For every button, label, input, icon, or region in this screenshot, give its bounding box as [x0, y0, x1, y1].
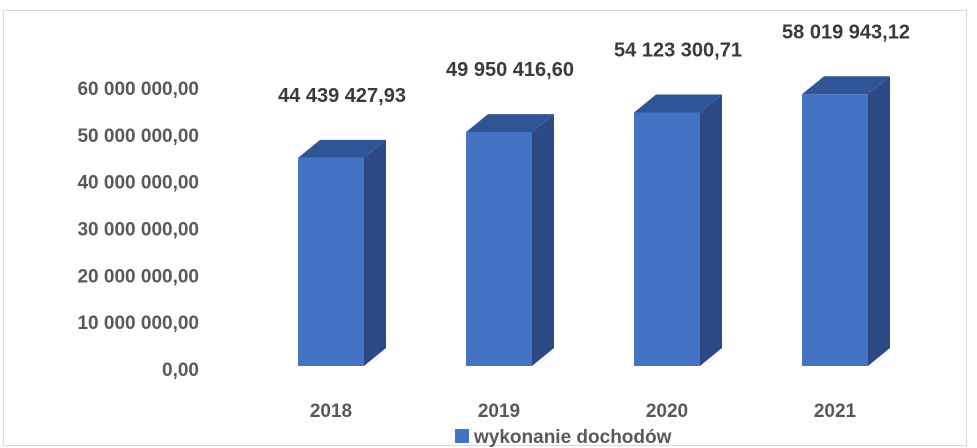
bar-side — [532, 114, 554, 366]
bar-front — [298, 157, 364, 366]
data-label: 44 439 427,93 — [278, 85, 406, 107]
data-label: 58 019 943,12 — [782, 21, 910, 43]
data-labels: 44 439 427,93 49 950 416,60 54 123 300,71 5… — [278, 21, 910, 107]
x-tick-label: 2020 — [646, 401, 688, 422]
bar-side — [364, 139, 386, 366]
legend-swatch — [455, 429, 469, 443]
x-tick-label: 2021 — [814, 401, 857, 422]
bar-top — [466, 114, 554, 133]
x-tick-label: 2019 — [478, 401, 520, 422]
bar-top — [298, 139, 386, 158]
x-tick-label: 2018 — [310, 401, 352, 422]
y-tick-label: 20 000 000,00 — [77, 266, 199, 287]
y-tick-label: 10 000 000,00 — [77, 313, 199, 334]
bar-front — [802, 94, 868, 367]
bar — [802, 76, 890, 367]
y-tick-label: 40 000 000,00 — [77, 173, 199, 194]
legend: wykonanie dochodów — [455, 427, 672, 447]
y-tick-label: 30 000 000,00 — [77, 220, 199, 241]
bar-top — [634, 94, 722, 113]
bar-front — [466, 132, 532, 366]
data-label: 49 950 416,60 — [446, 59, 574, 81]
y-tick-label: 50 000 000,00 — [77, 126, 199, 147]
bar — [466, 114, 554, 366]
legend-label: wykonanie dochodów — [473, 427, 672, 447]
bar-front — [634, 112, 700, 366]
bar — [634, 94, 722, 366]
chart-frame: 0,00 10 000 000,00 20 000 000,00 30 000 000… — [3, 10, 967, 447]
bar — [298, 139, 386, 366]
data-label: 54 123 300,71 — [614, 40, 742, 62]
bar-chart: 0,00 10 000 000,00 20 000 000,00 30 000 000… — [77, 21, 910, 447]
bar-side — [700, 94, 722, 366]
bar-series — [298, 76, 890, 367]
y-tick-label: 0,00 — [162, 360, 199, 381]
y-tick-label: 60 000 000,00 — [77, 79, 199, 100]
bar-top — [802, 76, 890, 95]
y-axis: 0,00 10 000 000,00 20 000 000,00 30 000 000… — [77, 79, 199, 381]
bar-side — [868, 76, 890, 367]
x-axis: 2018 2019 2020 2021 — [310, 401, 857, 422]
